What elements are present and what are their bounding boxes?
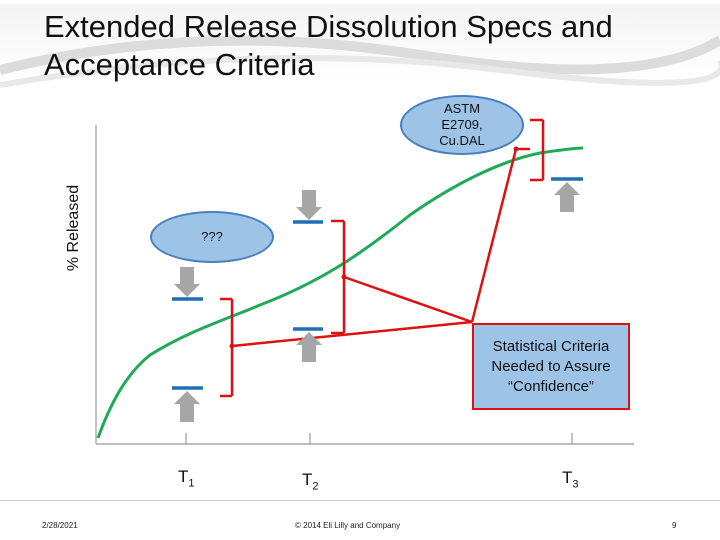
connector-t3 — [470, 148, 518, 323]
connector-t1 — [231, 320, 473, 348]
callout-astm-text: ASTM E2709, Cu.DAL — [439, 101, 485, 148]
arrow-up-icon — [554, 182, 580, 212]
time-point-t1-sub: 1 — [188, 477, 195, 490]
time-point-t1-base: T — [178, 467, 189, 486]
arrow-up-icon — [174, 391, 200, 422]
statistical-criteria-box: Statistical Criteria Needed to Assure “C… — [472, 323, 630, 410]
callout-astm: ASTM E2709, Cu.DAL — [400, 95, 524, 155]
y-axis-label: % Released — [65, 184, 82, 272]
footer-divider — [0, 500, 720, 501]
bracket-t3 — [530, 118, 545, 182]
time-point-t3-base: T — [562, 468, 573, 487]
connector-dot-t2 — [341, 274, 347, 280]
connector-dot-t3 — [513, 146, 519, 152]
time-point-t2-sub: 2 — [312, 480, 319, 493]
time-point-t2: T2 — [302, 470, 319, 492]
connector-dot-t1 — [229, 343, 235, 349]
time-point-t2-base: T — [302, 470, 313, 489]
arrow-up-icon — [296, 332, 322, 362]
footer-page-number: 9 — [672, 521, 677, 530]
footer-date: 2/28/2021 — [42, 521, 78, 530]
callout-unknown-text: ??? — [201, 229, 223, 244]
slide-title: Extended Release Dissolution Specs and A… — [44, 9, 613, 82]
time-point-t3: T3 — [562, 468, 579, 490]
callout-unknown: ??? — [150, 211, 274, 263]
dissolution-curve — [96, 146, 584, 439]
arrow-down-icon — [296, 190, 322, 220]
footer-copyright: © 2014 Eli Lilly and Company — [295, 521, 401, 530]
title-swoosh-decoration — [0, 35, 720, 88]
time-point-t1: T1 — [178, 467, 195, 489]
time-point-t3-sub: 3 — [572, 478, 579, 491]
statistical-criteria-text: Statistical Criteria Needed to Assure “C… — [491, 337, 611, 395]
connector-t2 — [343, 275, 473, 324]
arrow-down-icon — [174, 267, 200, 297]
